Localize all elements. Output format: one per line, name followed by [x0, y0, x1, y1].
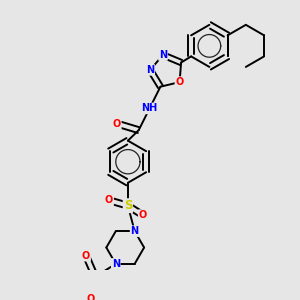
Text: NH: NH	[141, 103, 158, 113]
Text: O: O	[112, 118, 121, 128]
Text: N: N	[159, 50, 167, 60]
Text: O: O	[105, 195, 113, 205]
Text: O: O	[139, 210, 147, 220]
Text: N: N	[146, 65, 154, 75]
Text: O: O	[82, 251, 90, 261]
Text: O: O	[86, 294, 95, 300]
Text: S: S	[124, 199, 132, 212]
Text: N: N	[130, 226, 139, 236]
Text: O: O	[176, 77, 184, 87]
Text: N: N	[112, 259, 120, 269]
